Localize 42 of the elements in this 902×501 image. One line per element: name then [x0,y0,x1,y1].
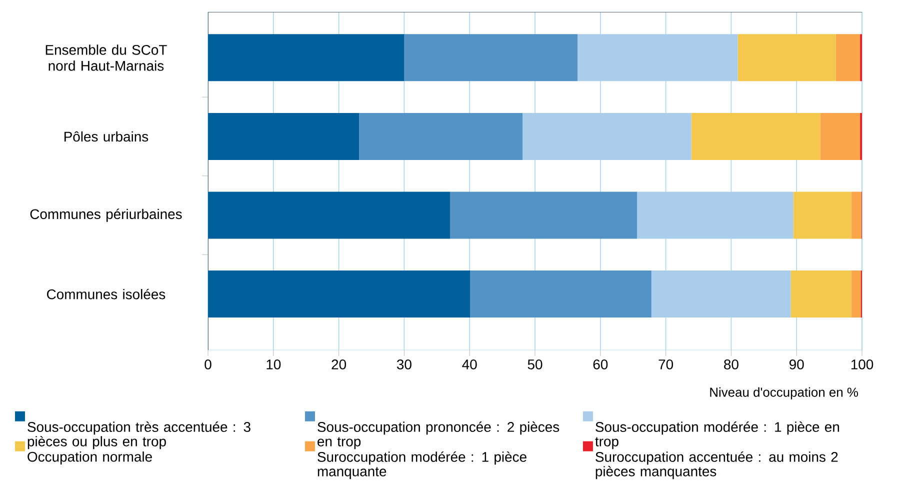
bar [208,192,450,239]
bar [470,270,652,318]
bar [820,112,860,160]
bar [738,34,836,82]
bar [836,34,860,82]
x-tick-label: 90 [790,360,804,370]
x-tick-label: 0 [204,360,212,370]
legend-label: Sous-occupation très accentuée : 3 pièces ou plus en trop [28,422,250,450]
x-tick-label: 80 [724,360,738,370]
bar [522,112,692,160]
bar [691,112,820,160]
x-tick-label: 10 [266,360,281,370]
y-tick-label: Ensemble du SCoT nord Haut-Marnais [46,44,167,71]
x-tick-label: 100 [851,360,874,370]
y-tick-label: Pôles urbains [64,131,148,142]
x-tick-label: 70 [658,360,674,370]
bar [208,112,360,160]
x-tick-label: 30 [396,360,412,370]
bar [793,192,852,239]
legend-label: Suroccupation modérée : 1 pièce manquante [318,451,526,480]
x-tick-label: 20 [332,360,346,370]
legend-label: Suroccupation accentuée : au moins 2 pièces manquantes [596,451,838,480]
bar [359,112,523,160]
x-tick-label: 60 [593,360,608,370]
bar [852,192,862,239]
bar [208,270,470,318]
bar [651,270,791,318]
legend-label: Sous-occupation modérée : 1 pièce en trop [595,422,840,450]
x-tick-label: 50 [528,360,542,370]
bar [637,192,794,239]
bar [450,192,638,239]
bar [208,34,404,82]
bar [404,34,578,82]
bar [578,34,738,82]
x-axis-title: Niveau d'occupation en % [710,387,858,400]
y-tick-label: Communes isolées [47,288,166,300]
y-tick-label: Communes périurbaines [30,208,182,222]
legend-label: Occupation normale [28,451,152,464]
bar [790,270,852,318]
x-tick-label: 40 [462,360,477,370]
bar [852,270,861,318]
legend-label: Sous-occupation prononcée : 2 pièces en trop [318,422,560,450]
